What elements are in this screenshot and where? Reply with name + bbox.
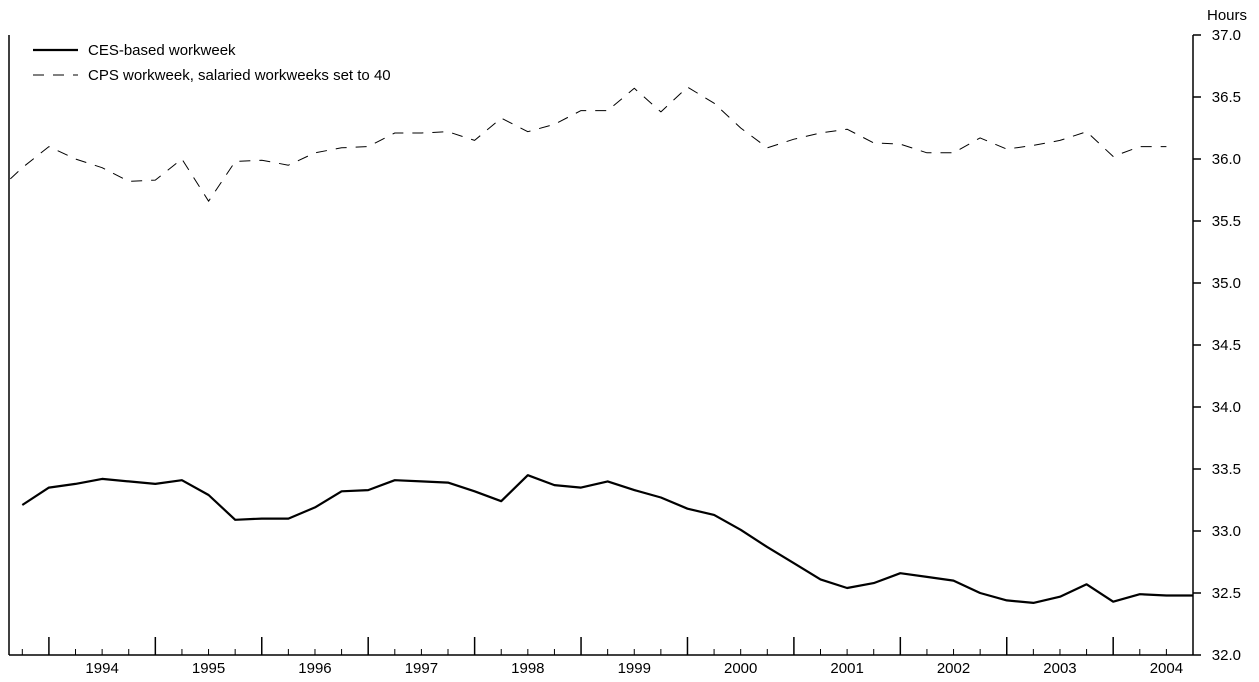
x-tick-label: 1994 <box>85 660 118 677</box>
x-tick-label: 2001 <box>830 660 863 677</box>
y-tick-label: 35.5 <box>1212 213 1241 230</box>
y-ticks: 32.0 32.5 33.0 33.5 34.0 34.5 35.0 35.5 36.0 36.5… <box>1193 27 1241 664</box>
legend-label-cps: CPS workweek, salaried workweeks set to … <box>88 67 391 84</box>
axes <box>8 35 1194 656</box>
x-tick-label: 2004 <box>1150 660 1183 677</box>
y-tick-label: 32.0 <box>1212 647 1241 664</box>
legend: CES-based workweek CPS workweek, salarie… <box>33 42 391 84</box>
y-tick-label: 35.0 <box>1212 275 1241 292</box>
series-line-ces <box>21 474 1193 605</box>
y-axis-label: Hours <box>1207 7 1247 24</box>
y-tick-label: 36.0 <box>1212 151 1241 168</box>
y-tick-label: 32.5 <box>1212 585 1241 602</box>
x-tick-label: 1995 <box>192 660 225 677</box>
series-line-cps <box>9 86 1167 202</box>
x-tick-label: 1996 <box>298 660 331 677</box>
series-lines <box>9 86 1193 605</box>
y-tick-label: 36.5 <box>1212 89 1241 106</box>
x-tick-label: 2002 <box>937 660 970 677</box>
x-tick-label: 2003 <box>1043 660 1076 677</box>
x-tick-label: 1998 <box>511 660 544 677</box>
x-tick-label: 2000 <box>724 660 757 677</box>
x-tick-label: 1999 <box>618 660 651 677</box>
y-tick-label: 37.0 <box>1212 27 1241 44</box>
y-tick-label: 33.0 <box>1212 523 1241 540</box>
y-tick-label: 34.5 <box>1212 337 1241 354</box>
y-tick-label: 34.0 <box>1212 399 1241 416</box>
x-tick-label: 1997 <box>405 660 438 677</box>
legend-label-ces: CES-based workweek <box>88 42 236 59</box>
x-ticks: 1994 1995 1996 1997 1998 1999 2000 2001 2002 2003… <box>21 637 1183 677</box>
y-tick-label: 33.5 <box>1212 461 1241 478</box>
